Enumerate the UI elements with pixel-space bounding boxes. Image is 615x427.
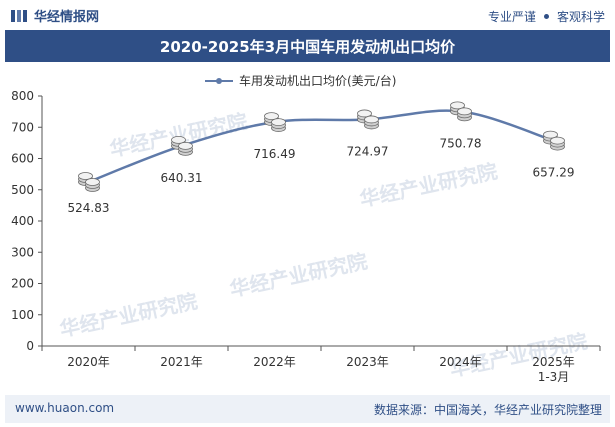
line-chart: 华经产业研究院华经产业研究院华经产业研究院华经产业研究院华经产业研究院车用发动机… [11, 73, 601, 384]
y-tick-label: 100 [11, 308, 34, 322]
y-tick-label: 700 [11, 120, 34, 134]
tag-professional: 专业严谨 [487, 10, 536, 24]
y-tick-label: 600 [11, 152, 34, 166]
y-tick-label: 400 [11, 214, 34, 228]
chart-title: 2020-2025年3月中国车用发动机出口均价 [5, 30, 610, 62]
x-tick-label: 2025年 [532, 355, 575, 369]
x-tick-label: 2020年 [67, 355, 110, 369]
x-tick-label: 2023年 [346, 355, 389, 369]
x-tick-label: 1-3月 [538, 370, 570, 384]
legend-label: 车用发动机出口均价(美元/台) [239, 73, 396, 88]
data-point [264, 112, 286, 132]
x-tick-label: 2024年 [439, 355, 482, 369]
data-label: 716.49 [254, 147, 296, 161]
brand-logo-icon [11, 9, 27, 22]
y-tick-label: 0 [26, 339, 34, 353]
x-tick-label: 2022年 [253, 355, 296, 369]
y-tick-label: 500 [11, 183, 34, 197]
data-label: 524.83 [68, 201, 110, 215]
data-label: 657.29 [533, 166, 575, 180]
y-tick-label: 200 [11, 277, 34, 291]
data-point [171, 136, 193, 156]
brand: 华经情报网 [10, 6, 99, 25]
header-tags: 专业严谨 客观科学 [488, 8, 605, 25]
footer: www.huaon.com 数据来源：中国海关，华经产业研究院整理 [5, 395, 610, 423]
data-point [543, 130, 565, 151]
data-point [450, 101, 472, 122]
separator-dot-icon [543, 14, 549, 19]
watermark-text: 华经产业研究院 [108, 109, 250, 162]
data-label: 640.31 [161, 171, 203, 185]
y-tick-label: 800 [11, 89, 34, 103]
footer-website[interactable]: www.huaon.com [15, 401, 115, 415]
tag-objective: 客观科学 [556, 10, 605, 24]
watermark-text: 华经产业研究院 [228, 249, 370, 302]
legend-marker [216, 78, 222, 84]
data-point [78, 172, 100, 192]
top-bar: 华经情报网 专业严谨 客观科学 [0, 0, 615, 30]
footer-source: 数据来源：中国海关，华经产业研究院整理 [373, 403, 602, 417]
data-point [357, 109, 379, 130]
brand-name: 华经情报网 [34, 10, 100, 25]
watermark-text: 华经产业研究院 [358, 159, 500, 212]
data-label: 750.78 [440, 136, 482, 150]
watermark-text: 华经产业研究院 [58, 289, 200, 342]
data-label: 724.97 [347, 144, 389, 158]
y-tick-label: 300 [11, 245, 34, 259]
x-tick-label: 2021年 [160, 355, 203, 369]
